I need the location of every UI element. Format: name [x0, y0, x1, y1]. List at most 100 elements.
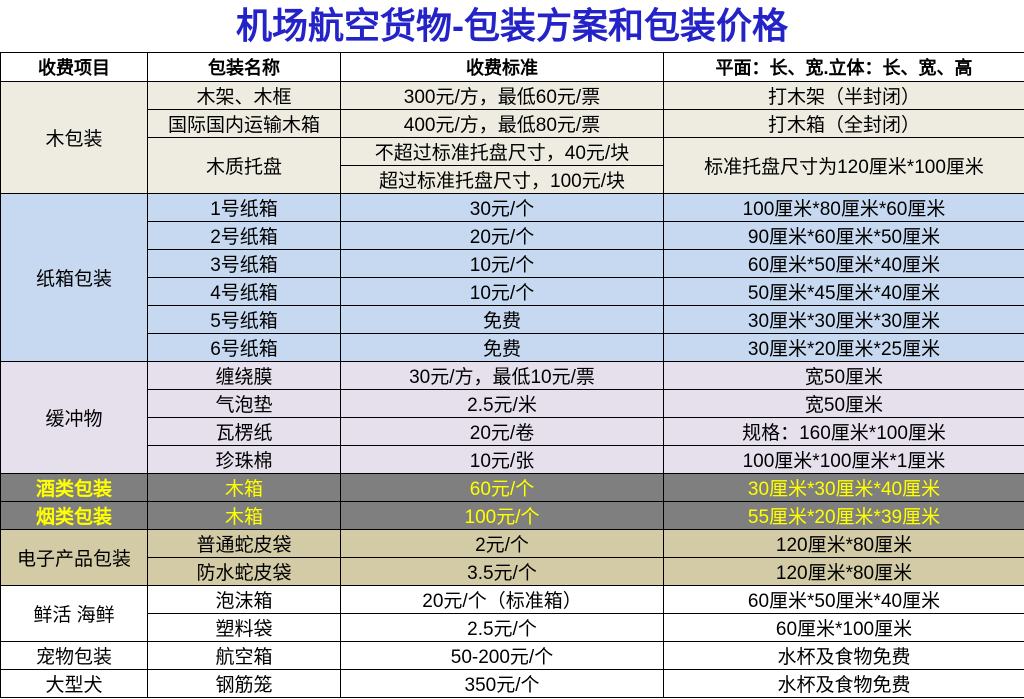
price-cell: 20元/个（标准箱） [340, 585, 664, 614]
spec-cell: 打木架（半封闭） [663, 81, 1024, 110]
price-cell: 超过标准托盘尺寸，100元/块 [340, 165, 664, 194]
category-cell: 酒类包装 [0, 473, 148, 502]
table-row: 烟类包装 木箱 100元/个 55厘米*20厘米*39厘米 [0, 501, 1024, 530]
name-cell: 钢筋笼 [147, 669, 341, 698]
price-cell: 20元/卷 [340, 417, 664, 446]
table-row: 木质托盘 不超过标准托盘尺寸，40元/块 标准托盘尺寸为120厘米*100厘米 [1, 137, 1024, 194]
price-cell: 60元/个 [340, 473, 664, 502]
table-row: 鲜活 海鲜 泡沫箱 20元/个（标准箱） 60厘米*50厘米*40厘米 [0, 585, 1024, 642]
table-row: 防水蛇皮袋 3.5元/个 120厘米*80厘米 [1, 557, 1024, 586]
spec-cell: 100厘米*80厘米*60厘米 [663, 193, 1024, 222]
spec-cell: 55厘米*20厘米*39厘米 [663, 501, 1024, 530]
table-row: 6号纸箱 免费 30厘米*20厘米*25厘米 [1, 333, 1024, 362]
price-cell: 10元/个 [340, 249, 664, 278]
name-cell: 3号纸箱 [147, 249, 341, 278]
price-cell: 10元/个 [340, 277, 664, 306]
category-cell: 电子产品包装 [0, 529, 148, 586]
price-cell: 350元/个 [340, 669, 664, 698]
header-cell: 包装名称 [147, 52, 341, 82]
price-cell: 400元/方，最低80元/票 [340, 109, 664, 138]
price-cell: 2.5元/米 [340, 389, 664, 418]
price-cell: 20元/个 [340, 221, 664, 250]
name-cell: 5号纸箱 [147, 305, 341, 334]
price-cell: 50-200元/个 [340, 641, 664, 670]
price-cell: 不超过标准托盘尺寸，40元/块 [340, 137, 664, 166]
table-row: 瓦楞纸 20元/卷 规格：160厘米*100厘米 [1, 417, 1024, 446]
name-cell: 普通蛇皮袋 [147, 529, 341, 558]
spec-cell: 水杯及食物免费 [663, 669, 1024, 698]
spec-cell: 30厘米*30厘米*30厘米 [663, 305, 1024, 334]
name-cell: 瓦楞纸 [147, 417, 341, 446]
name-cell: 1号纸箱 [147, 193, 341, 222]
table-row: 国际国内运输木箱 400元/方，最低80元/票 打木箱（全封闭） [1, 109, 1024, 138]
header-cell: 收费项目 [0, 52, 148, 82]
spec-cell: 100厘米*100厘米*1厘米 [663, 445, 1024, 474]
price-cell: 2.5元/个 [340, 613, 664, 642]
table-row: 4号纸箱 10元/个 50厘米*45厘米*40厘米 [1, 277, 1024, 306]
table-row: 5号纸箱 免费 30厘米*30厘米*30厘米 [1, 305, 1024, 334]
category-cell: 烟类包装 [0, 501, 148, 530]
name-cell: 气泡垫 [147, 389, 341, 418]
name-cell: 木架、木框 [147, 81, 341, 110]
category-cell: 木包装 [0, 81, 148, 194]
table-row: 宠物包装 航空箱 50-200元/个 水杯及食物免费 [0, 641, 1024, 670]
header-row: 收费项目 包装名称 收费标准 平面：长、宽.立体：长、宽、高 [0, 52, 1024, 82]
price-cell: 3.5元/个 [340, 557, 664, 586]
spec-cell: 水杯及食物免费 [663, 641, 1024, 670]
table-row: 超过标准托盘尺寸，100元/块 [1, 165, 1024, 194]
price-cell: 30元/方，最低10元/票 [340, 361, 664, 390]
header-cell: 平面：长、宽.立体：长、宽、高 [663, 52, 1024, 82]
page-title: 机场航空货物-包装方案和包装价格 [236, 5, 788, 46]
name-cell: 泡沫箱 [147, 585, 341, 614]
name-cell: 缠绕膜 [147, 361, 341, 390]
spec-cell: 120厘米*80厘米 [663, 557, 1024, 586]
table-row: 气泡垫 2.5元/米 宽50厘米 [1, 389, 1024, 418]
spec-cell: 30厘米*20厘米*25厘米 [663, 333, 1024, 362]
spec-cell: 60厘米*100厘米 [663, 613, 1024, 642]
price-cell: 免费 [340, 333, 664, 362]
table-row: 缓冲物 缠绕膜 30元/方，最低10元/票 宽50厘米 [0, 361, 1024, 474]
table-row: 纸箱包装 1号纸箱 30元/个 100厘米*80厘米*60厘米 [0, 193, 1024, 362]
table-row: 电子产品包装 普通蛇皮袋 2元/个 120厘米*80厘米 [0, 529, 1024, 586]
spec-cell: 60厘米*50厘米*40厘米 [663, 585, 1024, 614]
table-row: 3号纸箱 10元/个 60厘米*50厘米*40厘米 [1, 249, 1024, 278]
name-cell: 珍珠棉 [147, 445, 341, 474]
table-row: 塑料袋 2.5元/个 60厘米*100厘米 [1, 613, 1024, 642]
table-row: 大型犬 钢筋笼 350元/个 水杯及食物免费 [0, 669, 1024, 698]
name-cell: 木箱 [147, 501, 341, 530]
category-cell: 宠物包装 [0, 641, 148, 670]
price-cell: 2元/个 [340, 529, 664, 558]
spec-cell: 宽50厘米 [663, 389, 1024, 418]
name-cell: 防水蛇皮袋 [147, 557, 341, 586]
price-cell: 10元/张 [340, 445, 664, 474]
spec-cell: 打木箱（全封闭） [663, 109, 1024, 138]
table-row: 酒类包装 木箱 60元/个 30厘米*30厘米*40厘米 [0, 473, 1024, 502]
category-cell: 大型犬 [0, 669, 148, 698]
category-cell: 鲜活 海鲜 [0, 585, 148, 642]
category-cell: 缓冲物 [0, 361, 148, 474]
table-row: 2号纸箱 20元/个 90厘米*60厘米*50厘米 [1, 221, 1024, 250]
spec-cell: 宽50厘米 [663, 361, 1024, 390]
price-cell: 300元/方，最低60元/票 [340, 81, 664, 110]
name-cell: 6号纸箱 [147, 333, 341, 362]
spec-cell: 50厘米*45厘米*40厘米 [663, 277, 1024, 306]
table-row: 珍珠棉 10元/张 100厘米*100厘米*1厘米 [1, 445, 1024, 474]
spec-cell: 90厘米*60厘米*50厘米 [663, 221, 1024, 250]
spec-cell: 60厘米*50厘米*40厘米 [663, 249, 1024, 278]
name-cell: 木箱 [147, 473, 341, 502]
spec-cell: 规格：160厘米*100厘米 [663, 417, 1024, 446]
name-cell: 4号纸箱 [147, 277, 341, 306]
spec-cell: 标准托盘尺寸为120厘米*100厘米 [663, 137, 1024, 194]
price-cell: 30元/个 [340, 193, 664, 222]
spec-cell: 120厘米*80厘米 [663, 529, 1024, 558]
price-table: 收费项目 包装名称 收费标准 平面：长、宽.立体：长、宽、高 木包装 木架、木框 300元… [0, 52, 1024, 698]
name-cell: 国际国内运输木箱 [147, 109, 341, 138]
name-cell: 航空箱 [147, 641, 341, 670]
spec-cell: 30厘米*30厘米*40厘米 [663, 473, 1024, 502]
category-cell: 纸箱包装 [0, 193, 148, 362]
name-cell: 2号纸箱 [147, 221, 341, 250]
name-cell: 木质托盘 [147, 137, 341, 194]
name-cell: 塑料袋 [147, 613, 341, 642]
table-row: 木包装 木架、木框 300元/方，最低60元/票 打木架（半封闭） [0, 81, 1024, 194]
